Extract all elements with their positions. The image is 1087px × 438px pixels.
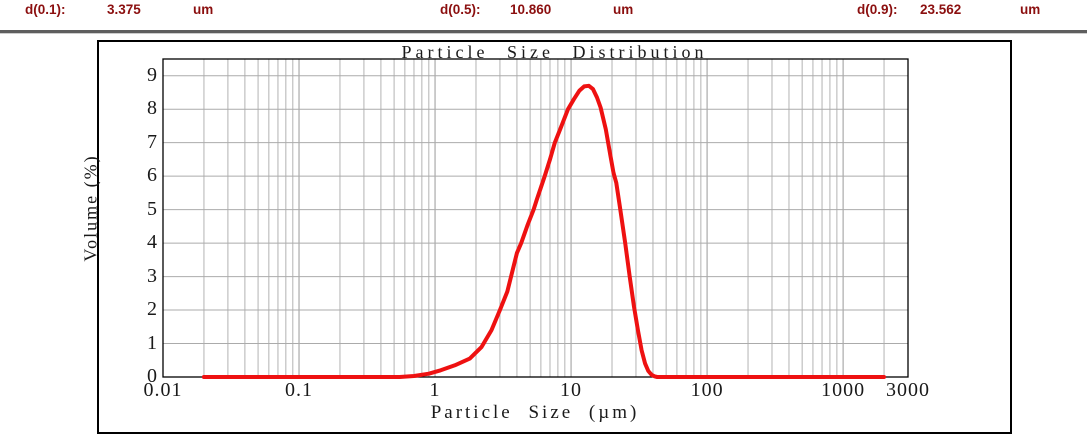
y-tick-label: 2 <box>147 298 157 321</box>
d90-value: 23.562 <box>920 2 962 17</box>
x-tick-label: 0.1 <box>285 379 314 401</box>
volume-curve <box>201 83 886 379</box>
y-tick-label: 0 <box>147 365 157 388</box>
y-tick-label: 3 <box>147 264 157 287</box>
x-tick-label: 1 <box>429 379 441 401</box>
y-tick-label: 6 <box>147 164 157 187</box>
grid-major-vertical <box>298 59 844 377</box>
x-tick-label: 100 <box>690 379 724 401</box>
grid-horizontal <box>163 75 908 345</box>
x-tick-label: 1000 <box>821 379 866 401</box>
x-tick-label: 0.01 <box>143 379 183 401</box>
d50-label: d(0.5): <box>440 2 481 17</box>
x-tick-label: 3000 <box>886 379 930 401</box>
y-tick-label: 7 <box>147 130 157 153</box>
x-tick-label: 10 <box>560 379 583 401</box>
y-axis-label: Volume (%) <box>80 154 101 262</box>
header-separator <box>0 30 1087 34</box>
chart-title: Particle Size Distribution <box>401 42 708 62</box>
d10-unit: um <box>193 2 214 17</box>
y-tick-label: 8 <box>147 97 157 120</box>
y-tick-label: 4 <box>147 231 157 254</box>
d10-label: d(0.1): <box>25 2 66 17</box>
x-axis-label: Particle Size (µm) <box>430 402 640 423</box>
d90-unit: um <box>1020 2 1041 17</box>
y-tick-label: 1 <box>147 331 157 354</box>
y-tick-label: 5 <box>147 197 157 220</box>
chart-outer-frame <box>97 40 1012 434</box>
grid-minor-vertical <box>203 59 885 377</box>
y-tick-label: 9 <box>147 63 157 86</box>
d90-label: d(0.9): <box>857 2 898 17</box>
d50-value: 10.860 <box>510 2 552 17</box>
plot-border <box>162 58 909 378</box>
d50-unit: um <box>613 2 634 17</box>
d10-value: 3.375 <box>107 2 141 17</box>
